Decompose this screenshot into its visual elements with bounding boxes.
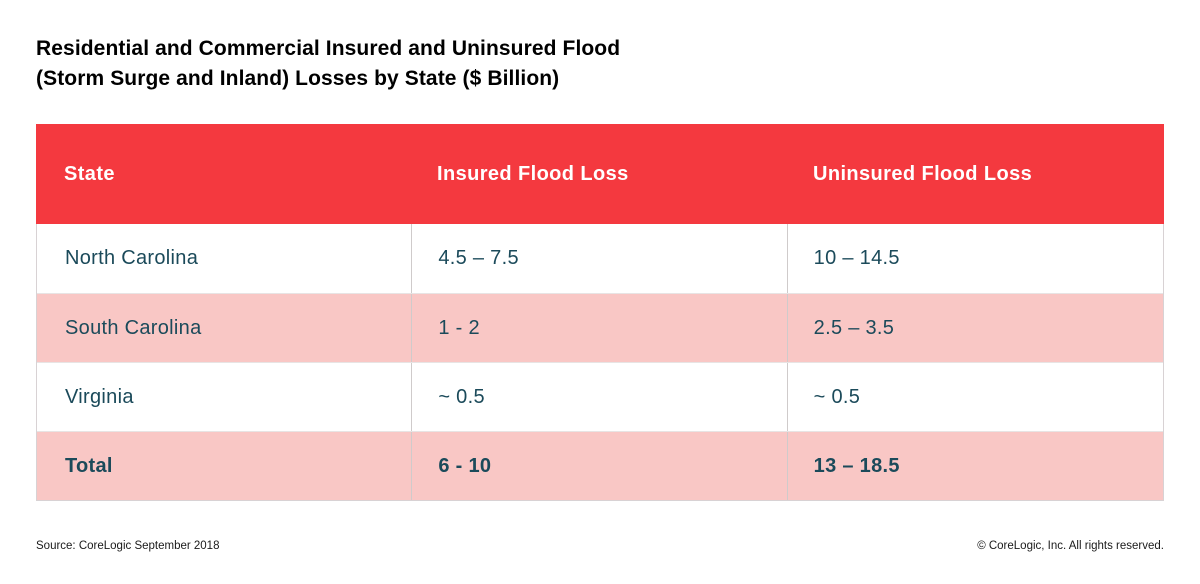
copyright-note: © CoreLogic, Inc. All rights reserved. — [977, 540, 1164, 552]
page-title: Residential and Commercial Insured and U… — [36, 34, 620, 94]
insured-loss-cell: 4.5 – 7.5 — [411, 224, 786, 293]
table-row-south-carolina: South Carolina 1 - 2 2.5 – 3.5 — [37, 293, 1163, 362]
uninsured-loss-cell: 10 – 14.5 — [786, 224, 1163, 293]
flood-loss-table: State Insured Flood Loss Uninsured Flood… — [36, 124, 1164, 501]
state-cell: Virginia — [65, 385, 134, 408]
uninsured-loss-cell: 2.5 – 3.5 — [786, 294, 1163, 362]
table-header-row: State Insured Flood Loss Uninsured Flood… — [36, 124, 1164, 224]
state-cell: South Carolina — [65, 316, 202, 339]
table-row-virginia: Virginia ~ 0.5 ~ 0.5 — [37, 362, 1163, 431]
table-row-north-carolina: North Carolina 4.5 – 7.5 10 – 14.5 — [37, 224, 1163, 293]
page-title-line1: Residential and Commercial Insured and U… — [36, 37, 621, 60]
source-note: Source: CoreLogic September 2018 — [36, 540, 220, 552]
uninsured-loss-cell: 13 – 18.5 — [786, 432, 1163, 500]
state-cell: Total — [65, 454, 113, 477]
state-cell: North Carolina — [65, 247, 199, 269]
column-header-insured: Insured Flood Loss — [437, 162, 629, 185]
page-title-line2: (Storm Surge and Inland) Losses by State… — [36, 67, 560, 90]
insured-loss-cell: 1 - 2 — [411, 294, 786, 362]
table-row-total: Total 6 - 10 13 – 18.5 — [37, 431, 1163, 500]
insured-loss-cell: 6 - 10 — [411, 432, 786, 500]
column-header-state: State — [64, 162, 115, 185]
insured-loss-cell: ~ 0.5 — [411, 363, 786, 431]
uninsured-loss-cell: ~ 0.5 — [786, 363, 1163, 431]
column-header-uninsured: Uninsured Flood Loss — [813, 162, 1033, 185]
